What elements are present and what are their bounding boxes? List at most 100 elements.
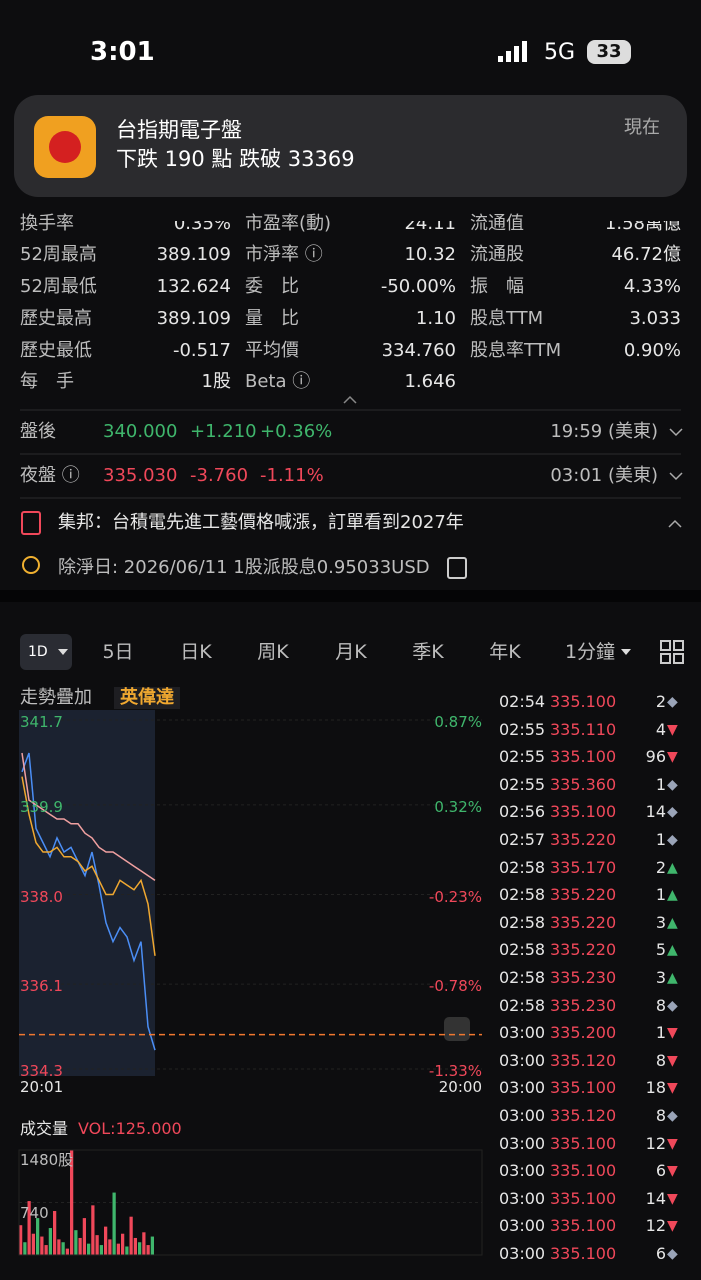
y2-tick-label: -0.23% — [428, 887, 482, 906]
stat-label: 量 比 — [245, 308, 299, 329]
session-time[interactable]: 19:59 (美東) — [550, 421, 658, 442]
stat-label: 流通股 — [470, 244, 524, 265]
stat-value: 389.109 — [156, 244, 231, 265]
trade-price: 335.100 — [550, 1133, 617, 1153]
trade-time: 02:55 — [499, 719, 546, 739]
stat-value: 0.35% — [173, 213, 231, 234]
volume-bar — [82, 1218, 86, 1255]
session-price: 340.000 — [103, 421, 178, 442]
trade-time: 03:00 — [499, 1133, 546, 1153]
period-tab[interactable]: 季K — [412, 641, 444, 663]
trade-price: 335.120 — [550, 1050, 617, 1070]
period-tab[interactable]: 5日 — [102, 641, 134, 663]
trade-price: 335.360 — [550, 774, 617, 794]
series-line — [21, 752, 156, 881]
period-tab[interactable]: 月K — [335, 641, 367, 663]
stat-label: 振 幅 — [470, 276, 524, 297]
x-start: 20:01 — [20, 1078, 64, 1096]
trade-time: 03:00 — [499, 1244, 546, 1263]
trade-price: 335.100 — [550, 747, 617, 767]
calendar-icon[interactable] — [447, 557, 467, 579]
battery-icon — [587, 40, 631, 64]
trade-time: 02:54 — [499, 692, 546, 711]
trade-price: 335.120 — [550, 1106, 617, 1125]
trade-volume: 1 — [655, 885, 666, 905]
trade-volume: 14 — [645, 1188, 666, 1208]
stat-label: 市淨率 ⓘ — [245, 244, 323, 265]
trade-price: 335.100 — [550, 1188, 617, 1208]
trade-time: 02:58 — [499, 857, 546, 877]
trade-time: 02:58 — [499, 968, 546, 987]
session-price: 335.030 — [103, 465, 178, 486]
trade-volume: 4 — [655, 719, 666, 739]
trade-price: 335.230 — [550, 995, 617, 1015]
session-pct: -1.11% — [260, 465, 324, 486]
volume-frame — [18, 1149, 483, 1256]
volume-bar — [36, 1218, 40, 1255]
trade-time: 03:00 — [499, 1188, 546, 1208]
volume-bar — [57, 1239, 61, 1255]
network: 5G — [544, 40, 576, 65]
clock: 3:01 — [90, 37, 155, 67]
trade-time: 03:00 — [499, 1050, 546, 1070]
bulb-icon — [22, 556, 40, 574]
trade-direction: ▼ — [667, 1052, 678, 1069]
trade-price: 335.100 — [550, 802, 617, 822]
trade-direction: ▲ — [667, 914, 678, 931]
trade-direction: ◆ — [667, 997, 678, 1014]
trade-price: 335.230 — [550, 968, 617, 987]
volume-bar — [23, 1242, 27, 1255]
stat-label: Beta ⓘ — [245, 371, 311, 392]
y2-tick-label: 0.32% — [434, 797, 482, 816]
trade-price: 335.170 — [550, 857, 617, 877]
stat-label: 流通值 — [470, 213, 524, 234]
trade-price: 335.100 — [550, 1216, 617, 1236]
layout-icon[interactable] — [660, 640, 684, 664]
period-selected[interactable] — [20, 634, 72, 670]
stat-label: 換手率 — [20, 213, 74, 234]
notification-title[interactable]: 台指期電子盤 — [116, 118, 242, 142]
jump-latest[interactable] — [444, 1017, 470, 1041]
period-tab[interactable]: 周K — [257, 641, 289, 663]
y-tick-label: 338.0 — [20, 887, 63, 906]
volume-bar — [108, 1239, 112, 1255]
session-shade — [19, 710, 155, 1076]
overlay-chip[interactable]: 英偉達 — [114, 687, 180, 709]
period-tab[interactable]: 1D — [28, 644, 48, 660]
period-tab[interactable]: 日K — [180, 641, 212, 663]
news-headline[interactable]: 集邦：台積電先進工藝價格喊漲，訂單看到2027年 — [58, 512, 464, 533]
trade-direction: ◆ — [667, 776, 678, 793]
volume-bar — [121, 1233, 125, 1255]
section-gap — [0, 590, 701, 602]
y-tick-label: 336.1 — [20, 977, 63, 996]
trade-direction: ◆ — [667, 1108, 678, 1124]
trade-time: 02:57 — [499, 830, 546, 849]
trade-volume: 8 — [655, 1050, 666, 1070]
trade-volume: 6 — [655, 1244, 666, 1263]
notification-card[interactable] — [14, 95, 687, 197]
period-tab[interactable]: 年K — [489, 641, 521, 663]
stat-value: 24.11 — [404, 213, 456, 234]
y-tick-label: 341.7 — [20, 713, 63, 731]
volume-bar — [65, 1248, 69, 1255]
trade-time: 02:58 — [499, 912, 546, 932]
dropdown — [58, 649, 68, 655]
volume-bar — [112, 1192, 116, 1255]
stat-label: 平均價 — [245, 340, 299, 361]
session-time[interactable]: 03:01 (美東) — [550, 465, 658, 486]
stat-value: 1.58萬億 — [604, 213, 681, 234]
stat-value: 3.033 — [629, 308, 681, 329]
trade-time: 03:00 — [499, 1106, 546, 1125]
trade-volume: 3 — [655, 912, 666, 932]
stat-value: 10.32 — [404, 244, 456, 265]
trade-time: 03:00 — [499, 1216, 546, 1236]
volume-bar — [116, 1243, 120, 1255]
notification-message[interactable]: 下跌 190 點 跌破 33369 — [116, 147, 355, 171]
stat-value: 0.90% — [623, 340, 681, 361]
trade-price: 335.100 — [550, 692, 617, 711]
period-tab[interactable]: 1分鐘 — [564, 641, 616, 663]
volume-bar — [142, 1232, 146, 1255]
volume-bar — [61, 1242, 65, 1255]
